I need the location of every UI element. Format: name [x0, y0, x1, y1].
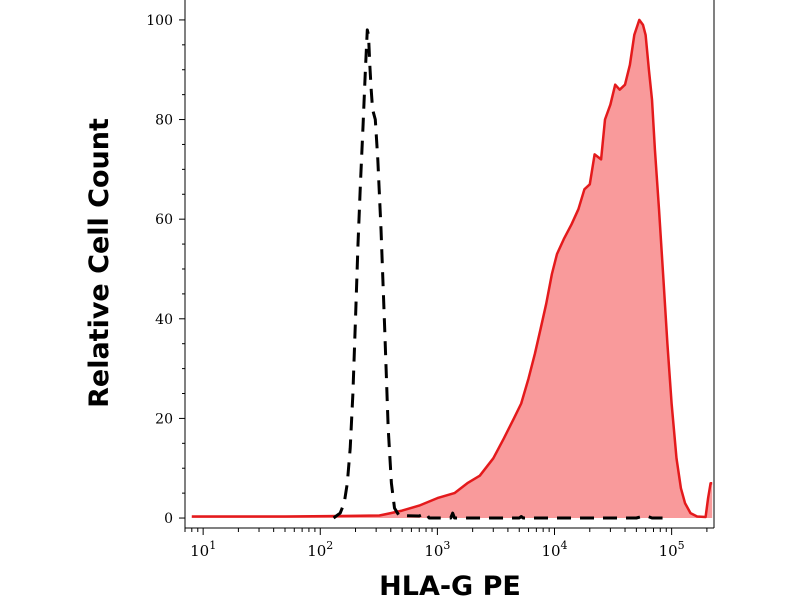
y-tick-label: 0	[164, 511, 173, 527]
y-tick-label: 40	[155, 312, 173, 328]
x-axis-label: HLA-G PE	[379, 571, 521, 600]
series-layer	[191, 18, 713, 520]
x-tick-label: 102	[307, 539, 333, 560]
labels-layer: Relative Cell Count HLA-G PE	[84, 118, 521, 602]
y-tick-label: 20	[155, 411, 173, 427]
x-tick-label: 104	[541, 539, 567, 560]
x-tick-label: 105	[659, 539, 685, 560]
y-tick-label: 80	[155, 113, 173, 129]
series-line-dashed	[332, 28, 667, 520]
ticks-layer: 0 20 40 60 80 100 101 102 103 104 105	[146, 13, 708, 560]
series-area-fill	[191, 19, 713, 519]
y-tick-label: 100	[146, 13, 173, 29]
series-line-solid	[191, 18, 713, 519]
y-axis-label: Relative Cell Count	[84, 118, 115, 408]
x-tick-label: 101	[190, 539, 216, 560]
y-tick-label: 60	[155, 212, 173, 228]
x-tick-label: 103	[424, 539, 450, 560]
